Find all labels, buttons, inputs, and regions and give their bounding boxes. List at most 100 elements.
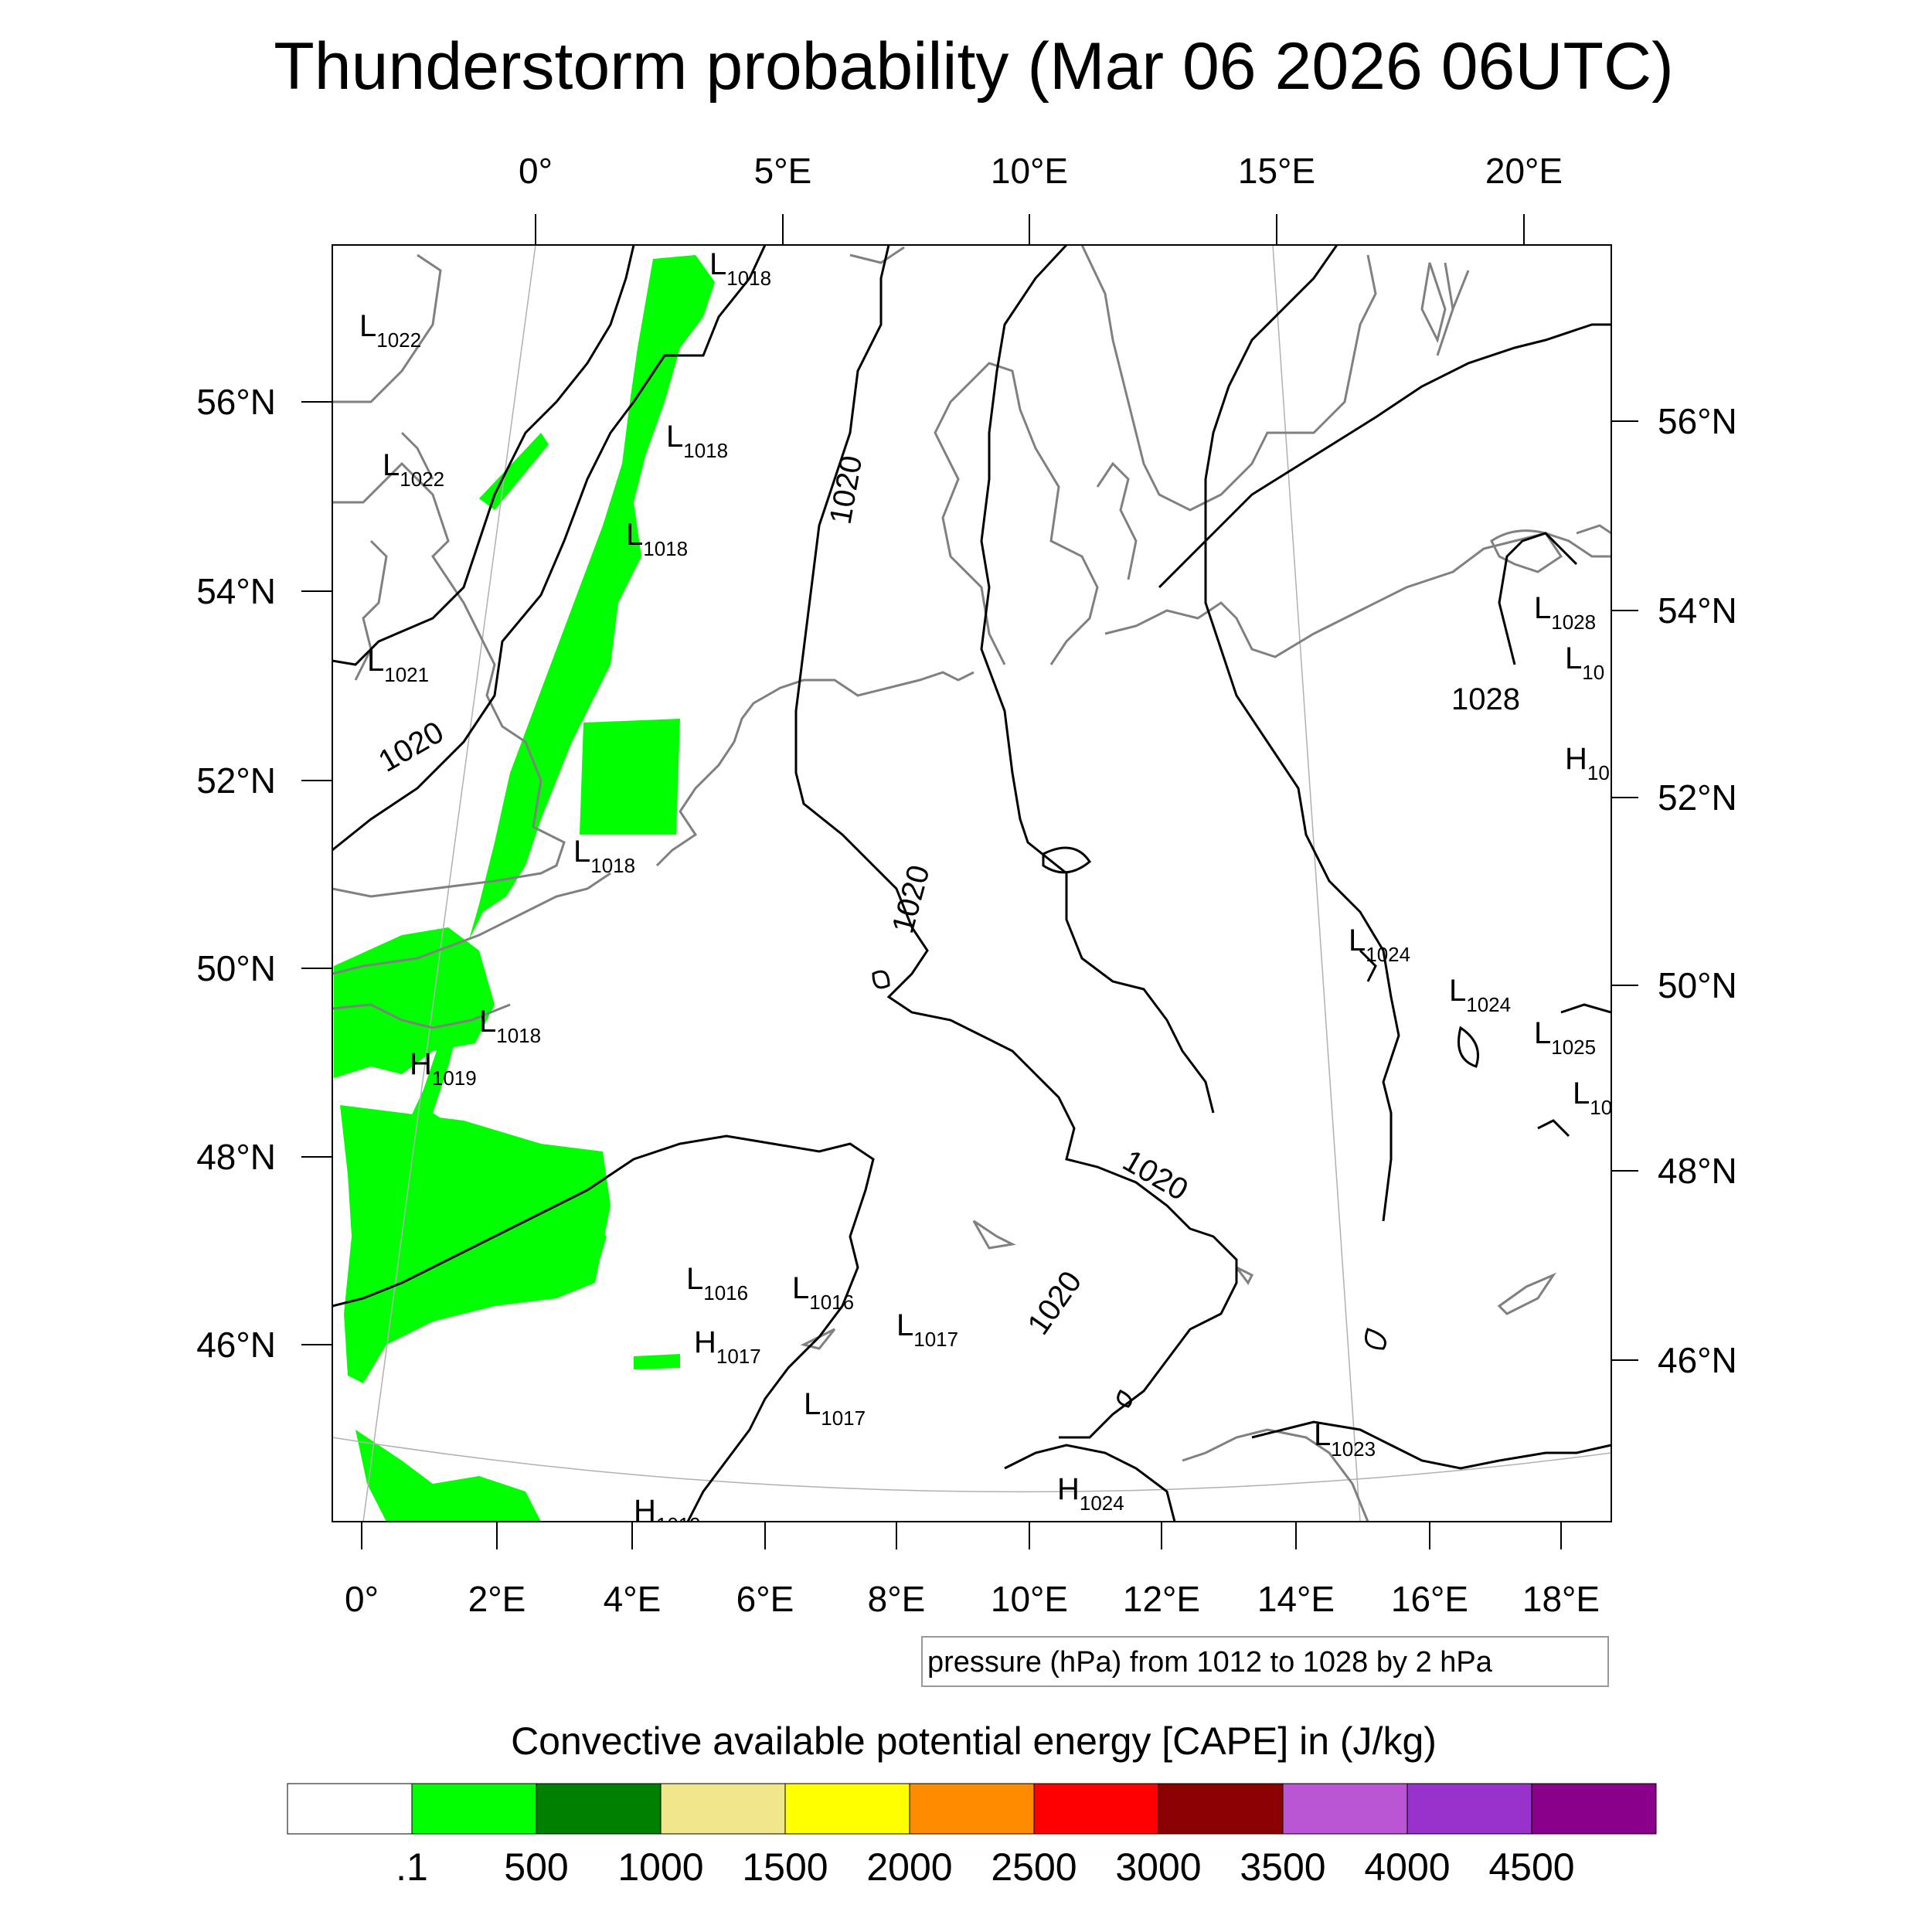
low-pressure-center: L1018 <box>666 420 728 462</box>
high-pressure-center: H1017 <box>694 1325 761 1368</box>
isobar-east-1020 <box>980 245 1215 1114</box>
bottom-lon-tick: 4°E <box>604 1579 662 1619</box>
low-pressure-center: L1022 <box>383 448 444 491</box>
colorbar-label: 4500 <box>1488 1845 1574 1889</box>
left-lat-tick: 48°N <box>196 1137 276 1177</box>
isobar-west-1020 <box>332 245 635 666</box>
low-pressure-center: L1018 <box>709 247 771 290</box>
pressure-info-box: pressure (hPa) from 1012 to 1028 by 2 hP… <box>921 1636 1609 1687</box>
isobar-central-1020 <box>794 245 1238 1439</box>
right-lat-tick: 50°N <box>1658 965 1737 1005</box>
low-pressure-center: L1024 <box>1449 974 1511 1016</box>
left-lat-labels: 56°N 54°N 52°N 50°N 48°N 46°N <box>196 382 276 1365</box>
isobar-baltic <box>1158 323 1611 589</box>
left-lat-tick: 46°N <box>196 1325 276 1365</box>
map-title: Thunderstorm probability (Mar 06 2026 06… <box>274 29 1674 104</box>
isobar-south-1024 <box>1004 1444 1176 1522</box>
right-lat-tick: 54°N <box>1658 590 1737 631</box>
coast-france <box>332 872 611 1029</box>
isobar-1028 <box>1498 532 1578 665</box>
coast-belgium-netherlands <box>655 671 975 867</box>
left-lat-tick: 50°N <box>196 948 276 988</box>
graticule <box>332 245 1611 1522</box>
bottom-lon-tick: 12°E <box>1123 1579 1200 1619</box>
pressure-info-text: pressure (hPa) from 1012 to 1028 by 2 hP… <box>927 1646 1493 1679</box>
left-lat-tick: 52°N <box>196 760 276 801</box>
colorbar-swatch <box>1158 1783 1284 1835</box>
colorbar-label: .1 <box>396 1845 428 1889</box>
bottom-lon-tick: 18°E <box>1522 1579 1600 1619</box>
low-pressure-center: L1028 <box>1534 591 1596 634</box>
top-lon-tick: 15°E <box>1238 151 1315 191</box>
bottom-lon-labels: 0° 2°E 4°E 6°E 8°E 10°E 12°E 14°E 16°E 1… <box>345 1579 1600 1619</box>
coastlines <box>332 245 1611 1522</box>
top-lon-tick: 0° <box>519 151 553 191</box>
colorbar-label: 4000 <box>1364 1845 1450 1889</box>
isobar-label: 1028 <box>1451 682 1520 716</box>
colorbar-label: 2000 <box>866 1845 952 1889</box>
colorbar: Convective available potential energy [C… <box>287 1719 1657 1889</box>
coast-baltic-germany-poland <box>1104 532 1611 658</box>
top-lon-tick: 5°E <box>754 151 812 191</box>
coast-lithuania <box>1490 524 1611 573</box>
isobar-alps-1020 <box>332 1134 875 1522</box>
isobars <box>332 245 1611 1522</box>
cape-region-south <box>355 1430 541 1522</box>
coast-lakes-alps <box>800 1219 1557 1350</box>
top-lon-tick: 20°E <box>1485 151 1563 191</box>
low-pressure-center: L1024 <box>1349 923 1410 966</box>
right-lat-tick: 46°N <box>1658 1340 1737 1380</box>
low-pressure-center: L1017 <box>896 1308 958 1351</box>
map-frame <box>332 244 1612 1522</box>
colorbar-label: 3500 <box>1240 1845 1325 1889</box>
bottom-lon-tick: 14°E <box>1257 1579 1335 1619</box>
top-lon-tick: 10°E <box>991 151 1068 191</box>
cape-region-channel <box>580 719 680 835</box>
low-pressure-center: L1017 <box>804 1387 866 1430</box>
left-lat-tick: 54°N <box>196 571 276 611</box>
colorbar-swatch <box>1033 1783 1159 1835</box>
bottom-lon-tick: 0° <box>345 1579 379 1619</box>
top-lon-labels: 0° 5°E 10°E 15°E 20°E <box>519 151 1563 191</box>
colorbar-swatch <box>909 1783 1035 1835</box>
colorbar-swatch <box>411 1783 537 1835</box>
low-pressure-center: L1016 <box>686 1262 748 1304</box>
colorbar-label: 1000 <box>617 1845 703 1889</box>
bottom-lon-tick: 16°E <box>1391 1579 1468 1619</box>
bottom-lon-tick: 10°E <box>991 1579 1068 1619</box>
colorbar-title: Convective available potential energy [C… <box>511 1719 1437 1763</box>
cape-region-alps-dots <box>634 1354 680 1369</box>
colorbar-label: 1500 <box>742 1845 828 1889</box>
coast-gotland <box>1420 262 1447 344</box>
low-pressure-center: L1023 <box>1314 1418 1376 1461</box>
tick-marks <box>301 214 1638 1549</box>
low-pressure-center: L1016 <box>792 1271 854 1314</box>
low-pressure-center: L10 <box>1565 641 1604 684</box>
colorbar-label: 2500 <box>991 1845 1077 1889</box>
low-pressure-center: L1022 <box>359 309 421 352</box>
colorbar-swatch <box>1282 1783 1408 1835</box>
cape-region-france-central <box>340 1105 611 1383</box>
high-pressure-center: H1019 <box>410 1047 477 1090</box>
low-pressure-center: L1021 <box>367 644 429 686</box>
low-pressure-center: L10 <box>1573 1077 1612 1119</box>
bottom-lon-tick: 6°E <box>736 1579 794 1619</box>
colorbar-swatch <box>660 1783 786 1835</box>
isobar-southeast <box>1251 1420 1611 1470</box>
coast-thames <box>354 431 434 681</box>
low-pressure-center: L1018 <box>479 1005 541 1047</box>
isobar-coast-1020 <box>332 245 767 852</box>
low-pressure-center: L1018 <box>573 835 635 877</box>
left-lat-tick: 56°N <box>196 382 276 422</box>
colorbar-label: 3000 <box>1115 1845 1201 1889</box>
colorbar-swatch <box>1406 1783 1532 1835</box>
low-pressure-center: L1025 <box>1534 1016 1596 1059</box>
colorbar-swatch <box>287 1783 413 1835</box>
colorbar-swatch <box>1531 1783 1657 1835</box>
colorbar-swatch <box>784 1783 910 1835</box>
bottom-lon-tick: 8°E <box>868 1579 926 1619</box>
cape-region-north <box>402 255 715 1275</box>
right-lat-labels: 56°N 54°N 52°N 50°N 48°N 46°N <box>1658 401 1737 1380</box>
high-pressure-center: H1024 <box>1057 1472 1124 1515</box>
